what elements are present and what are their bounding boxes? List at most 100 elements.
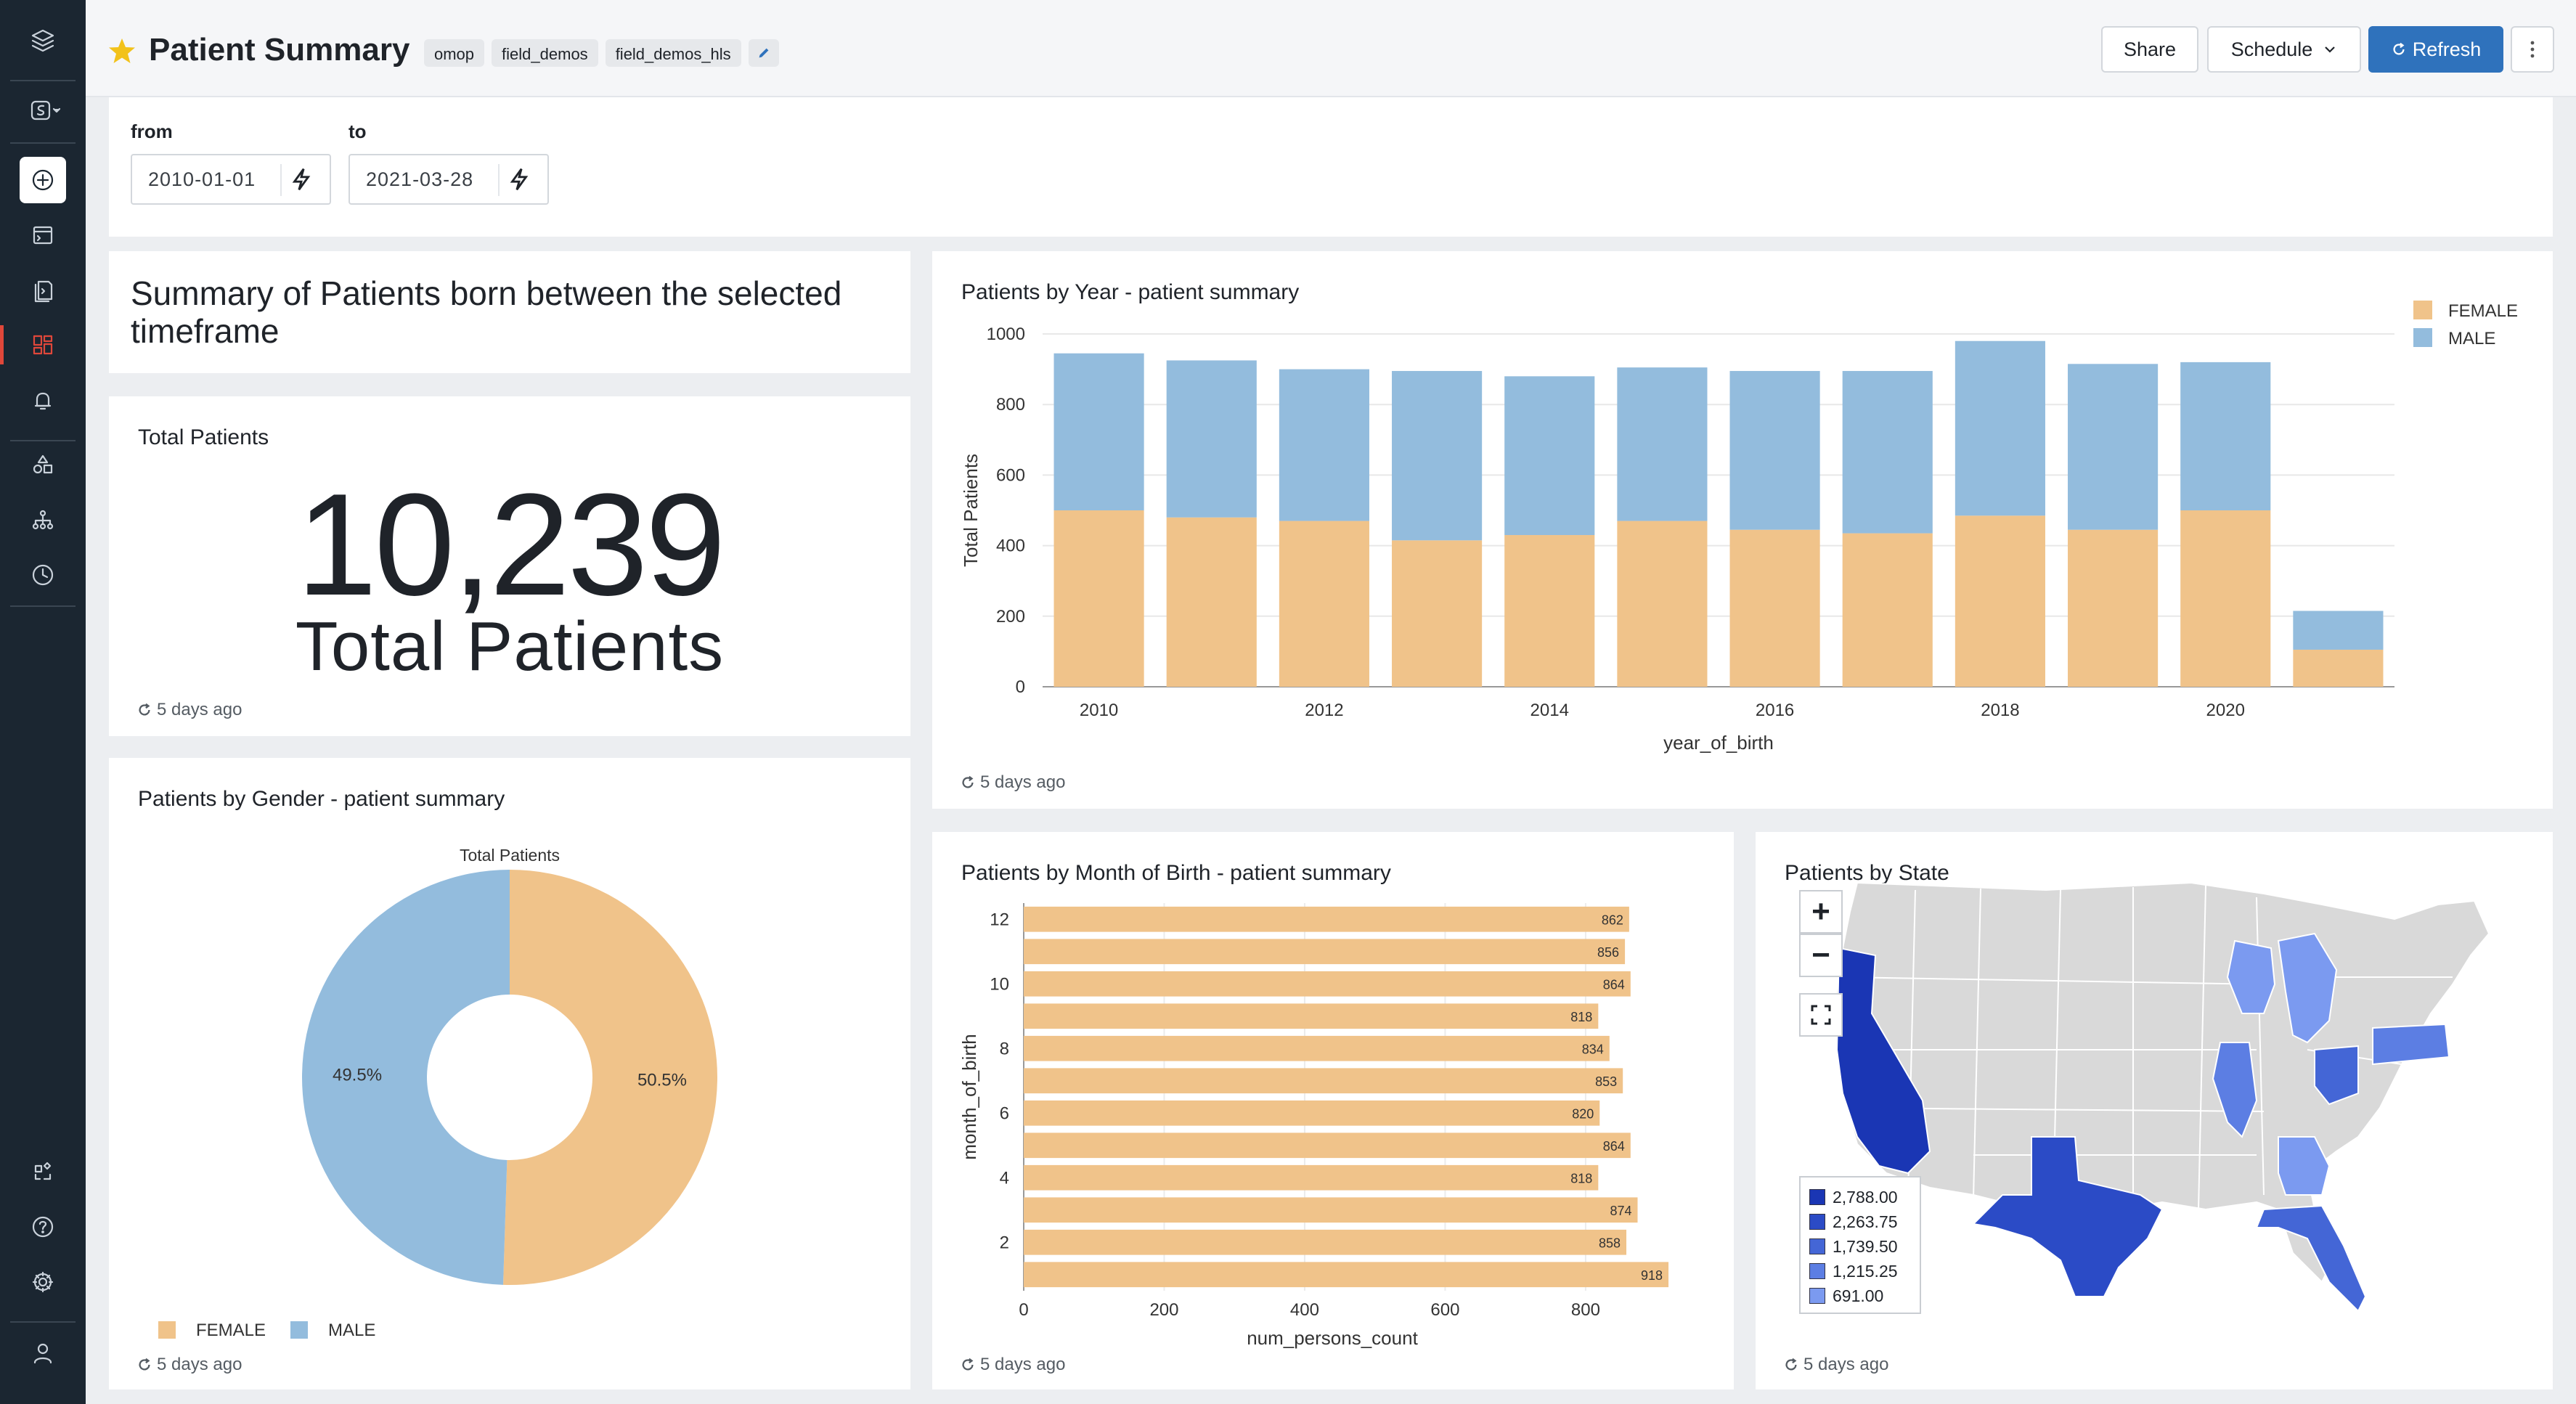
refresh-icon [1785, 1358, 1797, 1371]
legend-label[interactable]: FEMALE [196, 1321, 266, 1339]
bar-month-6[interactable] [1024, 1100, 1600, 1126]
bar-female[interactable] [1729, 529, 1820, 687]
bar-male[interactable] [1392, 371, 1483, 541]
tag[interactable]: field_demos [492, 39, 598, 67]
x-tick-label: 600 [1430, 1300, 1459, 1320]
bar-male[interactable] [1617, 367, 1708, 521]
refresh-label: Refresh [2412, 38, 2482, 60]
sql-editor-icon[interactable] [20, 212, 66, 258]
legend-value: 2,263.75 [1833, 1212, 1898, 1231]
bar-month-4[interactable] [1024, 1164, 1599, 1191]
dynamic-date-icon[interactable] [505, 166, 533, 193]
refresh-button[interactable]: Refresh [2368, 26, 2503, 73]
bar-female[interactable] [1279, 521, 1369, 687]
panel-title: Patients by Gender - patient summary [138, 787, 505, 811]
databricks-logo-icon[interactable] [20, 17, 66, 64]
legend-label[interactable]: FEMALE [2448, 301, 2518, 321]
from-date-input[interactable]: 2010-01-01 [131, 154, 331, 205]
page-title: Patient Summary [149, 32, 410, 68]
fullscreen-button[interactable] [1799, 993, 1843, 1037]
bar-male[interactable] [1504, 376, 1595, 536]
bar-value-label: 818 [1570, 1010, 1592, 1024]
refresh-icon [962, 1358, 974, 1371]
tag[interactable]: omop [424, 39, 485, 67]
y-tick-label: 600 [996, 465, 1025, 485]
schedule-button[interactable]: Schedule [2207, 26, 2361, 73]
bar-month-2[interactable] [1024, 1229, 1627, 1255]
bar-female[interactable] [1617, 521, 1708, 687]
queries-icon[interactable] [20, 267, 66, 314]
bar-male[interactable] [2068, 364, 2159, 530]
bar-female[interactable] [1392, 540, 1483, 687]
zoom-out-button[interactable]: − [1799, 934, 1843, 977]
endpoints-icon[interactable] [20, 497, 66, 543]
sidebar [0, 0, 86, 1404]
pie-slice-male[interactable] [301, 870, 510, 1285]
y-tick-label: 6 [1000, 1103, 1009, 1123]
data-explorer-icon[interactable] [20, 441, 66, 488]
bar-female[interactable] [1053, 510, 1144, 687]
bar-female[interactable] [2068, 529, 2159, 687]
alerts-icon[interactable] [20, 377, 66, 424]
bar-female[interactable] [1842, 533, 1933, 687]
bar-month-3[interactable] [1024, 1197, 1638, 1223]
y-tick-label: 12 [990, 910, 1009, 929]
bar-male[interactable] [1279, 369, 1369, 521]
edit-tags-button[interactable] [748, 39, 779, 67]
x-tick-label: 2018 [1981, 701, 2019, 720]
user-account-icon[interactable] [20, 1330, 66, 1376]
bar-month-11[interactable] [1024, 939, 1626, 965]
bar-male[interactable] [1955, 340, 2045, 516]
bar-value-label: 918 [1641, 1268, 1663, 1283]
bar-value-label: 864 [1603, 1139, 1625, 1154]
more-options-button[interactable] [2511, 26, 2554, 73]
bar-month-9[interactable] [1024, 1003, 1599, 1029]
legend-swatch [290, 1321, 308, 1339]
dynamic-date-icon[interactable] [288, 166, 315, 193]
bar-female[interactable] [2293, 649, 2384, 687]
tag[interactable]: field_demos_hls [605, 39, 741, 67]
us-state-map[interactable] [1756, 832, 2553, 1355]
partner-connect-icon[interactable] [20, 1148, 66, 1195]
bar-male[interactable] [1729, 371, 1820, 530]
updated-text: 5 days ago [1803, 1355, 1889, 1374]
create-icon[interactable] [20, 157, 66, 203]
y-tick-label: 10 [990, 974, 1009, 994]
state-map-panel: Patients by State + − 5 days ago [1756, 832, 2553, 1389]
bar-month-5[interactable] [1024, 1132, 1631, 1159]
last-updated: 5 days ago [136, 700, 242, 720]
bar-female[interactable] [1166, 517, 1257, 687]
bar-male[interactable] [2180, 362, 2271, 510]
bar-male[interactable] [1842, 371, 1933, 534]
panel-title: Patients by Year - patient summary [961, 280, 1300, 304]
settings-icon[interactable] [20, 1259, 66, 1305]
bar-value-label: 834 [1582, 1042, 1604, 1056]
help-icon[interactable] [20, 1204, 66, 1250]
bar-month-7[interactable] [1024, 1068, 1623, 1094]
updated-text: 5 days ago [157, 700, 242, 719]
bar-male[interactable] [1053, 353, 1144, 510]
y-axis-label: Total Patients [960, 454, 982, 567]
bar-male[interactable] [2293, 611, 2384, 650]
y-tick-label: 0 [1016, 677, 1025, 697]
bar-female[interactable] [1504, 535, 1595, 687]
dashboards-icon[interactable] [20, 322, 66, 368]
bar-month-8[interactable] [1024, 1035, 1610, 1061]
bar-male[interactable] [1166, 360, 1257, 518]
updated-text: 5 days ago [157, 1355, 242, 1374]
bar-female[interactable] [2180, 510, 2271, 687]
legend-label[interactable]: MALE [328, 1321, 375, 1339]
legend-label[interactable]: MALE [2448, 329, 2495, 348]
bar-month-10[interactable] [1024, 971, 1631, 997]
workspace-switcher-icon[interactable] [17, 87, 73, 134]
history-icon[interactable] [20, 552, 66, 598]
bar-female[interactable] [1955, 515, 2045, 687]
pie-value-label: 50.5% [637, 1070, 687, 1090]
zoom-in-button[interactable]: + [1799, 890, 1843, 934]
share-button[interactable]: Share [2101, 26, 2198, 73]
bar-month-1[interactable] [1024, 1262, 1669, 1288]
bar-month-12[interactable] [1024, 906, 1629, 932]
favorite-star-icon[interactable] [107, 36, 136, 65]
pie-slice-female[interactable] [503, 870, 717, 1285]
to-date-input[interactable]: 2021-03-28 [349, 154, 549, 205]
